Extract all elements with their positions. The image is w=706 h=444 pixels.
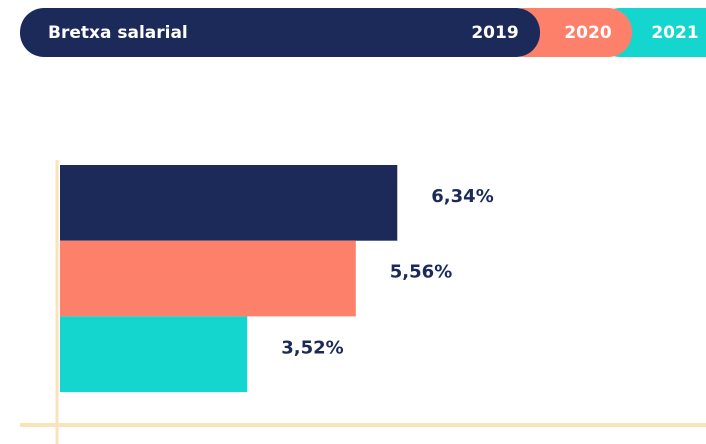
- value-label: 6,34%: [431, 186, 493, 207]
- bar: [60, 316, 248, 393]
- value-label: 3,52%: [281, 337, 343, 358]
- bar: [60, 240, 356, 317]
- legend-label: 2021: [651, 23, 698, 43]
- chart-title: Bretxa salarial: [48, 23, 188, 43]
- header-bar: [20, 8, 540, 57]
- bar: [60, 165, 398, 241]
- value-label: 5,56%: [390, 262, 452, 283]
- legend-label: 2019: [471, 23, 518, 43]
- legend-label: 2020: [564, 23, 611, 43]
